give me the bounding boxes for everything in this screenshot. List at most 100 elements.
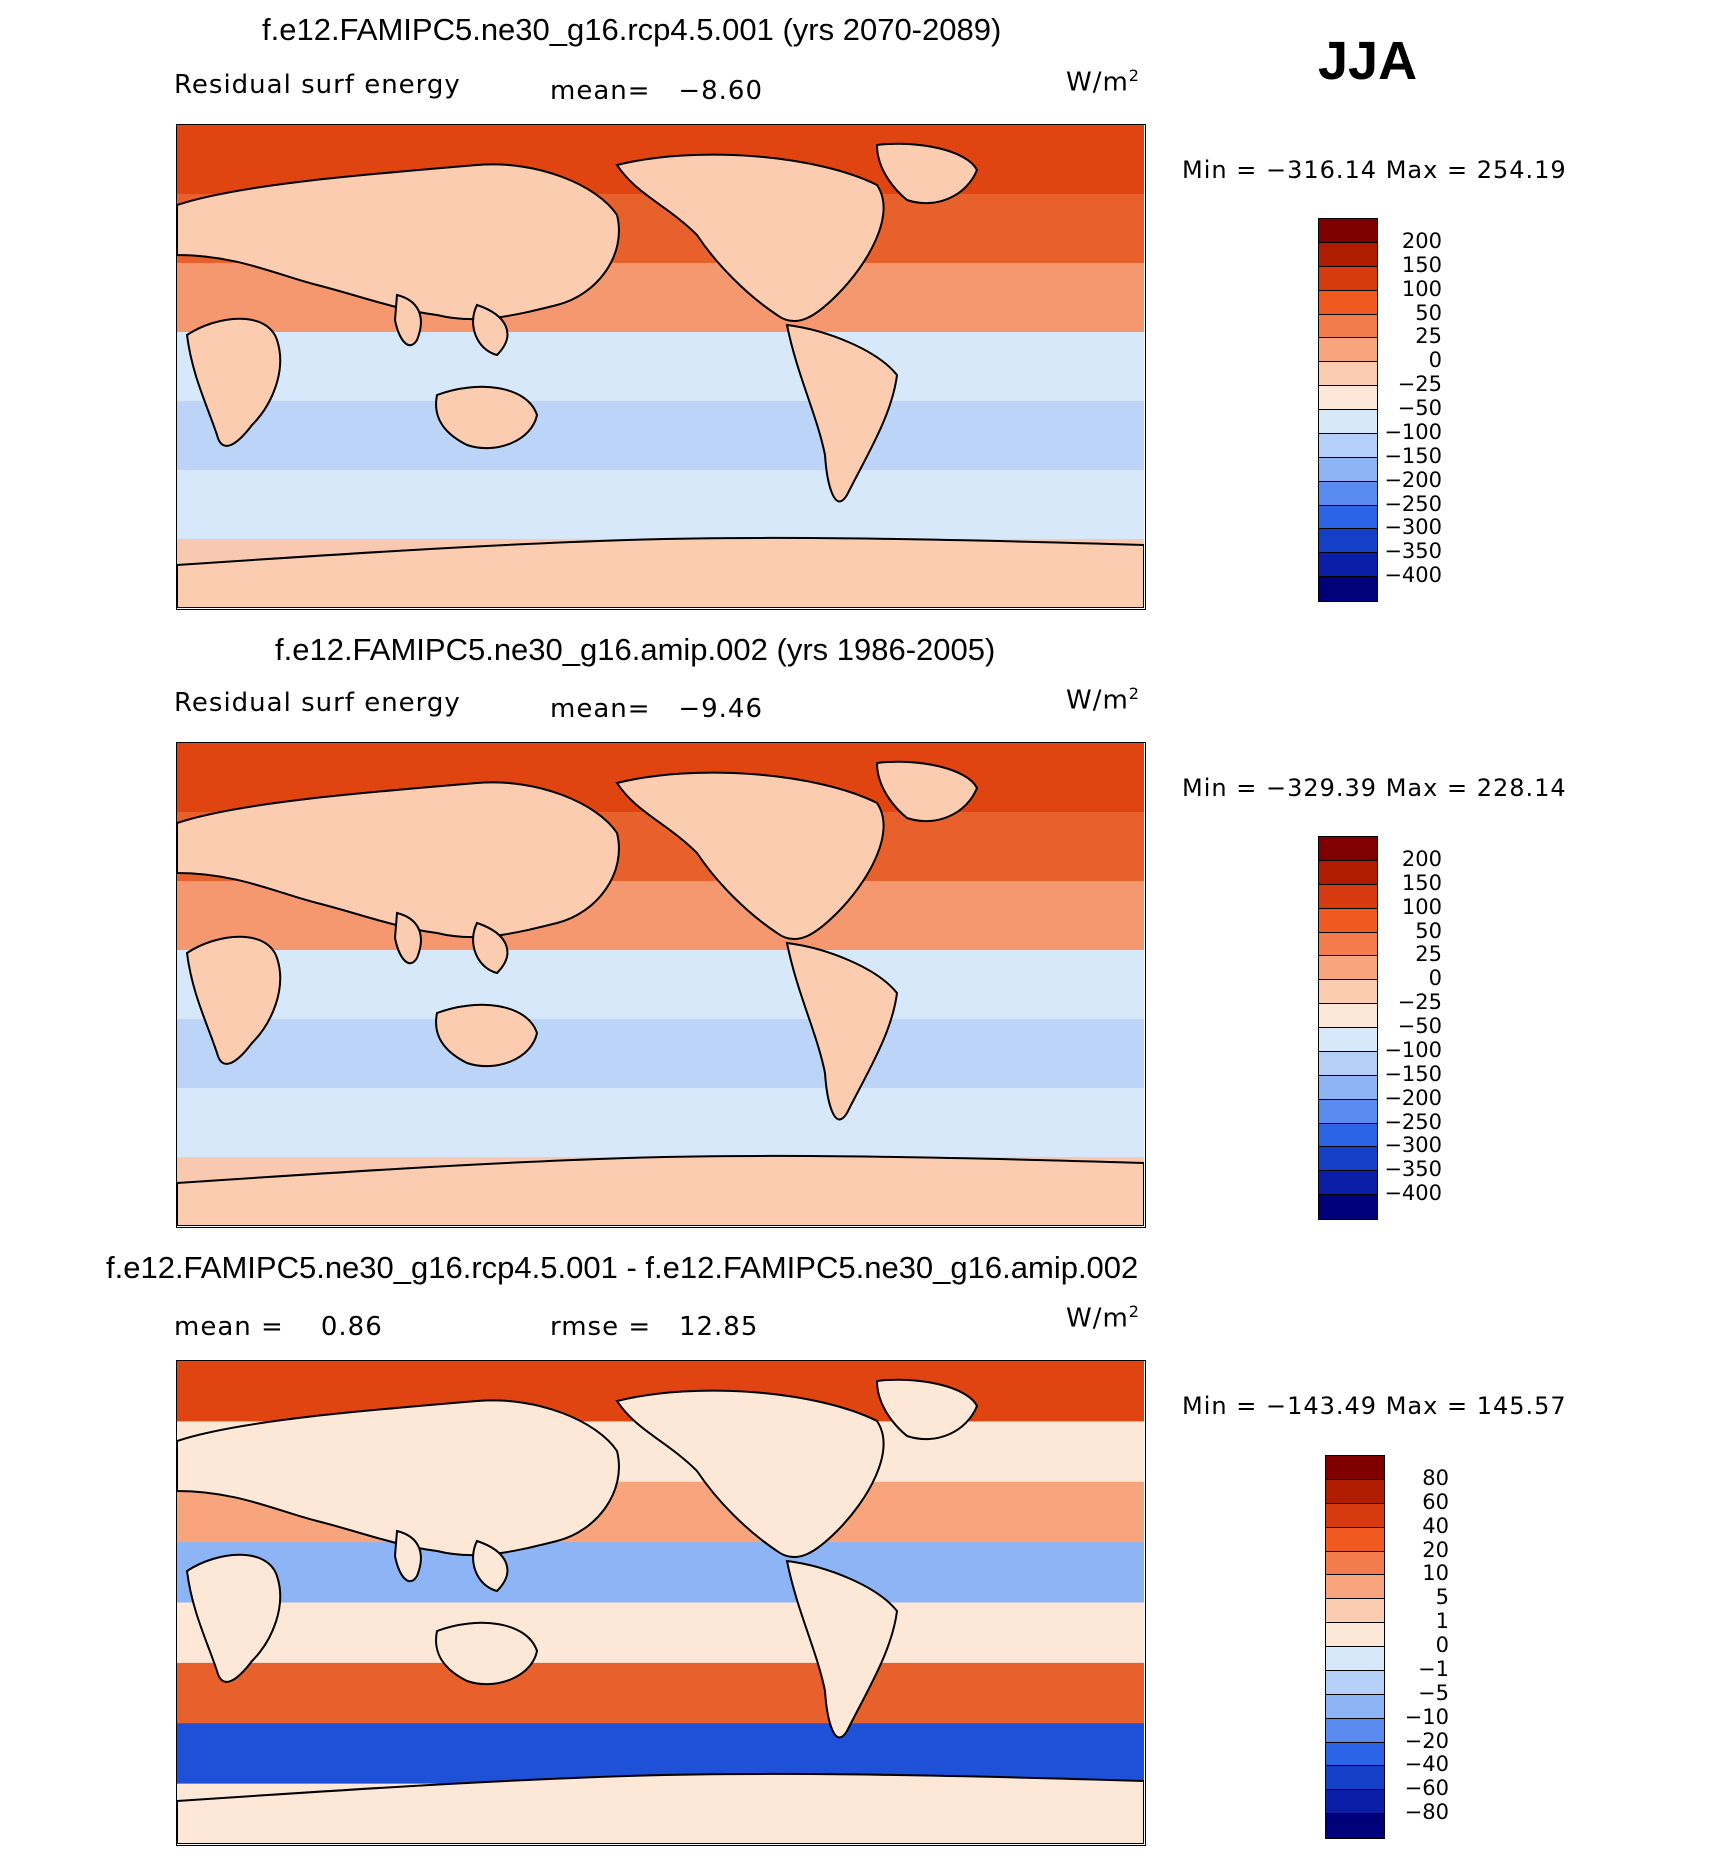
panel-1-colorbar-label: −300 — [1384, 515, 1442, 540]
panel-1-colorbar-swatch — [1319, 433, 1377, 458]
panel-3-map-band — [177, 1602, 1144, 1664]
panel-3-map-samerica — [785, 1559, 899, 1739]
panel-2-mean-value: −9.46 — [678, 694, 764, 724]
panel-3-map-seasia — [472, 1539, 509, 1593]
panel-2-colorbar-swatch — [1319, 884, 1377, 909]
panel-1-map-svg — [177, 125, 1144, 608]
panel-3-map-namerica — [615, 1389, 885, 1558]
panel-3-colorbar-swatch — [1326, 1503, 1384, 1528]
panel-1-max-value: 254.19 — [1476, 156, 1567, 184]
panel-2-colorbar-label: −300 — [1384, 1133, 1442, 1158]
panel-2-map-svg — [177, 743, 1144, 1226]
panel-3-max-value: 145.57 — [1476, 1392, 1567, 1420]
panel-2-map-australia — [435, 1003, 539, 1068]
panel-1-map-seasia — [472, 303, 509, 357]
panel-3-colorbar-swatch — [1326, 1790, 1384, 1815]
panel-2-map-india — [393, 911, 422, 965]
panel-3-colorbar-swatch — [1326, 1670, 1384, 1695]
panel-3-units-base: W/m — [1066, 1303, 1129, 1334]
panel-3-map-band — [177, 1662, 1144, 1725]
panel-3-colorbar-label: −10 — [1404, 1704, 1449, 1729]
panel-3-colorbar-label: −60 — [1404, 1776, 1449, 1801]
panel-2-map-namerica — [615, 771, 885, 940]
panel-1-min-value: −316.14 — [1265, 156, 1378, 184]
panel-2-variable-label: Residual surf energy — [174, 688, 461, 718]
panel-2-colorbar-swatch — [1319, 1123, 1377, 1148]
panel-3-colorbar-label: 10 — [1422, 1561, 1449, 1586]
panel-1-variable-label: Residual surf energy — [174, 70, 461, 100]
panel-3-colorbar-swatch — [1326, 1551, 1384, 1576]
panel-1-min-label: Min — [1182, 156, 1228, 184]
panel-2-colorbar-swatch — [1319, 1171, 1377, 1196]
panel-1-colorbar-label: 25 — [1415, 324, 1442, 349]
panel-1-minmax: Min = −316.14 Max = 254.19 — [1182, 156, 1567, 184]
panel-3-min-label: Min — [1182, 1392, 1228, 1420]
panel-1-mean-label: mean= — [550, 76, 651, 106]
panel-3-colorbar-swatch — [1326, 1647, 1384, 1671]
panel-3-mean-value: 0.86 — [320, 1312, 383, 1342]
panel-2-map-africa — [185, 935, 282, 1065]
panel-3-colorbar-swatch — [1326, 1479, 1384, 1504]
panel-1-map-australia — [435, 385, 539, 450]
panel-3-colorbar-label: −80 — [1404, 1800, 1449, 1825]
panel-2-max-label: Max — [1385, 774, 1439, 802]
panel-2-colorbar-swatch — [1319, 980, 1377, 1005]
panel-1-colorbar-swatch — [1319, 529, 1377, 554]
panel-2-map-seasia — [472, 921, 509, 975]
panel-2-mean-label: mean= — [550, 694, 651, 724]
panel-2-colorbar-label: −200 — [1384, 1085, 1442, 1110]
panel-2-units: W/m2 — [1066, 684, 1140, 716]
panel-3-colorbar-swatch — [1326, 1527, 1384, 1552]
panel-3-colorbar-swatch — [1326, 1742, 1384, 1767]
panel-1-colorbar-label: −25 — [1397, 372, 1442, 397]
panel-3-mean-label: mean = — [174, 1312, 284, 1342]
panel-2-colorbar-label: 150 — [1401, 870, 1442, 895]
panel-2-map-eurasia — [177, 781, 620, 939]
panel-3-units: W/m2 — [1066, 1302, 1140, 1334]
panel-2-units-exp: 2 — [1128, 684, 1140, 703]
panel-1-colorbar-swatch — [1319, 457, 1377, 482]
panel-1-units: W/m2 — [1066, 66, 1140, 98]
panel-2-colorbar-swatch — [1319, 908, 1377, 933]
panel-2-colorbar-swatch — [1319, 1028, 1377, 1052]
panel-3-minmax: Min = −143.49 Max = 145.57 — [1182, 1392, 1567, 1420]
panel-3-colorbar-label: −20 — [1404, 1728, 1449, 1753]
panel-3-colorbar-label: −1 — [1418, 1656, 1449, 1681]
panel-3-map-svg — [177, 1361, 1144, 1844]
panel-2-map-band — [177, 1088, 1144, 1158]
panel-1-map-samerica — [785, 323, 899, 503]
panel-1-colorbar-swatch — [1319, 481, 1377, 506]
panel-1-title: f.e12.FAMIPC5.ne30_g16.rcp4.5.001 (yrs 2… — [262, 12, 1002, 47]
panel-1-colorbar-label: −100 — [1384, 419, 1442, 444]
panel-3-colorbar-label: 0 — [1435, 1633, 1449, 1657]
panel-3-colorbar-swatch — [1326, 1694, 1384, 1719]
panel-1-map-band — [177, 332, 1144, 402]
panel-2-colorbar-swatch — [1319, 1051, 1377, 1076]
panel-3-colorbar-swatch — [1326, 1766, 1384, 1791]
panel-2-map-band — [177, 950, 1144, 1020]
panel-1-map-band — [177, 470, 1144, 540]
panel-2-colorbar-swatch — [1319, 932, 1377, 957]
panel-2-colorbar-label: 50 — [1415, 918, 1442, 943]
panel-1-colorbar-swatch — [1319, 219, 1377, 243]
panel-2-colorbar-swatch — [1319, 1099, 1377, 1124]
panel-1-max-label: Max — [1385, 156, 1439, 184]
panel-3-map-australia — [435, 1621, 539, 1686]
panel-1-colorbar-label: −350 — [1384, 539, 1442, 564]
panel-1-colorbar-label: 50 — [1415, 300, 1442, 325]
panel-2-max-value: 228.14 — [1476, 774, 1567, 802]
panel-3-map-india — [393, 1529, 422, 1583]
panel-1-colorbar-label: −50 — [1397, 396, 1442, 420]
panel-1-colorbar-swatch — [1319, 553, 1377, 578]
panel-1-colorbar-label: 200 — [1401, 228, 1442, 253]
panel-1-colorbar-swatch — [1319, 314, 1377, 339]
panel-2-colorbar-swatch — [1319, 1075, 1377, 1100]
panel-3-title: f.e12.FAMIPC5.ne30_g16.rcp4.5.001 - f.e1… — [106, 1250, 1139, 1285]
panel-1-colorbar-swatch — [1319, 386, 1377, 410]
panel-1-map-greenland — [875, 142, 979, 205]
panel-2-colorbar-label: 200 — [1401, 846, 1442, 871]
panel-2-min-label: Min — [1182, 774, 1228, 802]
panel-1-map-band — [177, 401, 1144, 471]
panel-2-map — [176, 742, 1146, 1228]
panel-3-colorbar — [1325, 1455, 1385, 1839]
